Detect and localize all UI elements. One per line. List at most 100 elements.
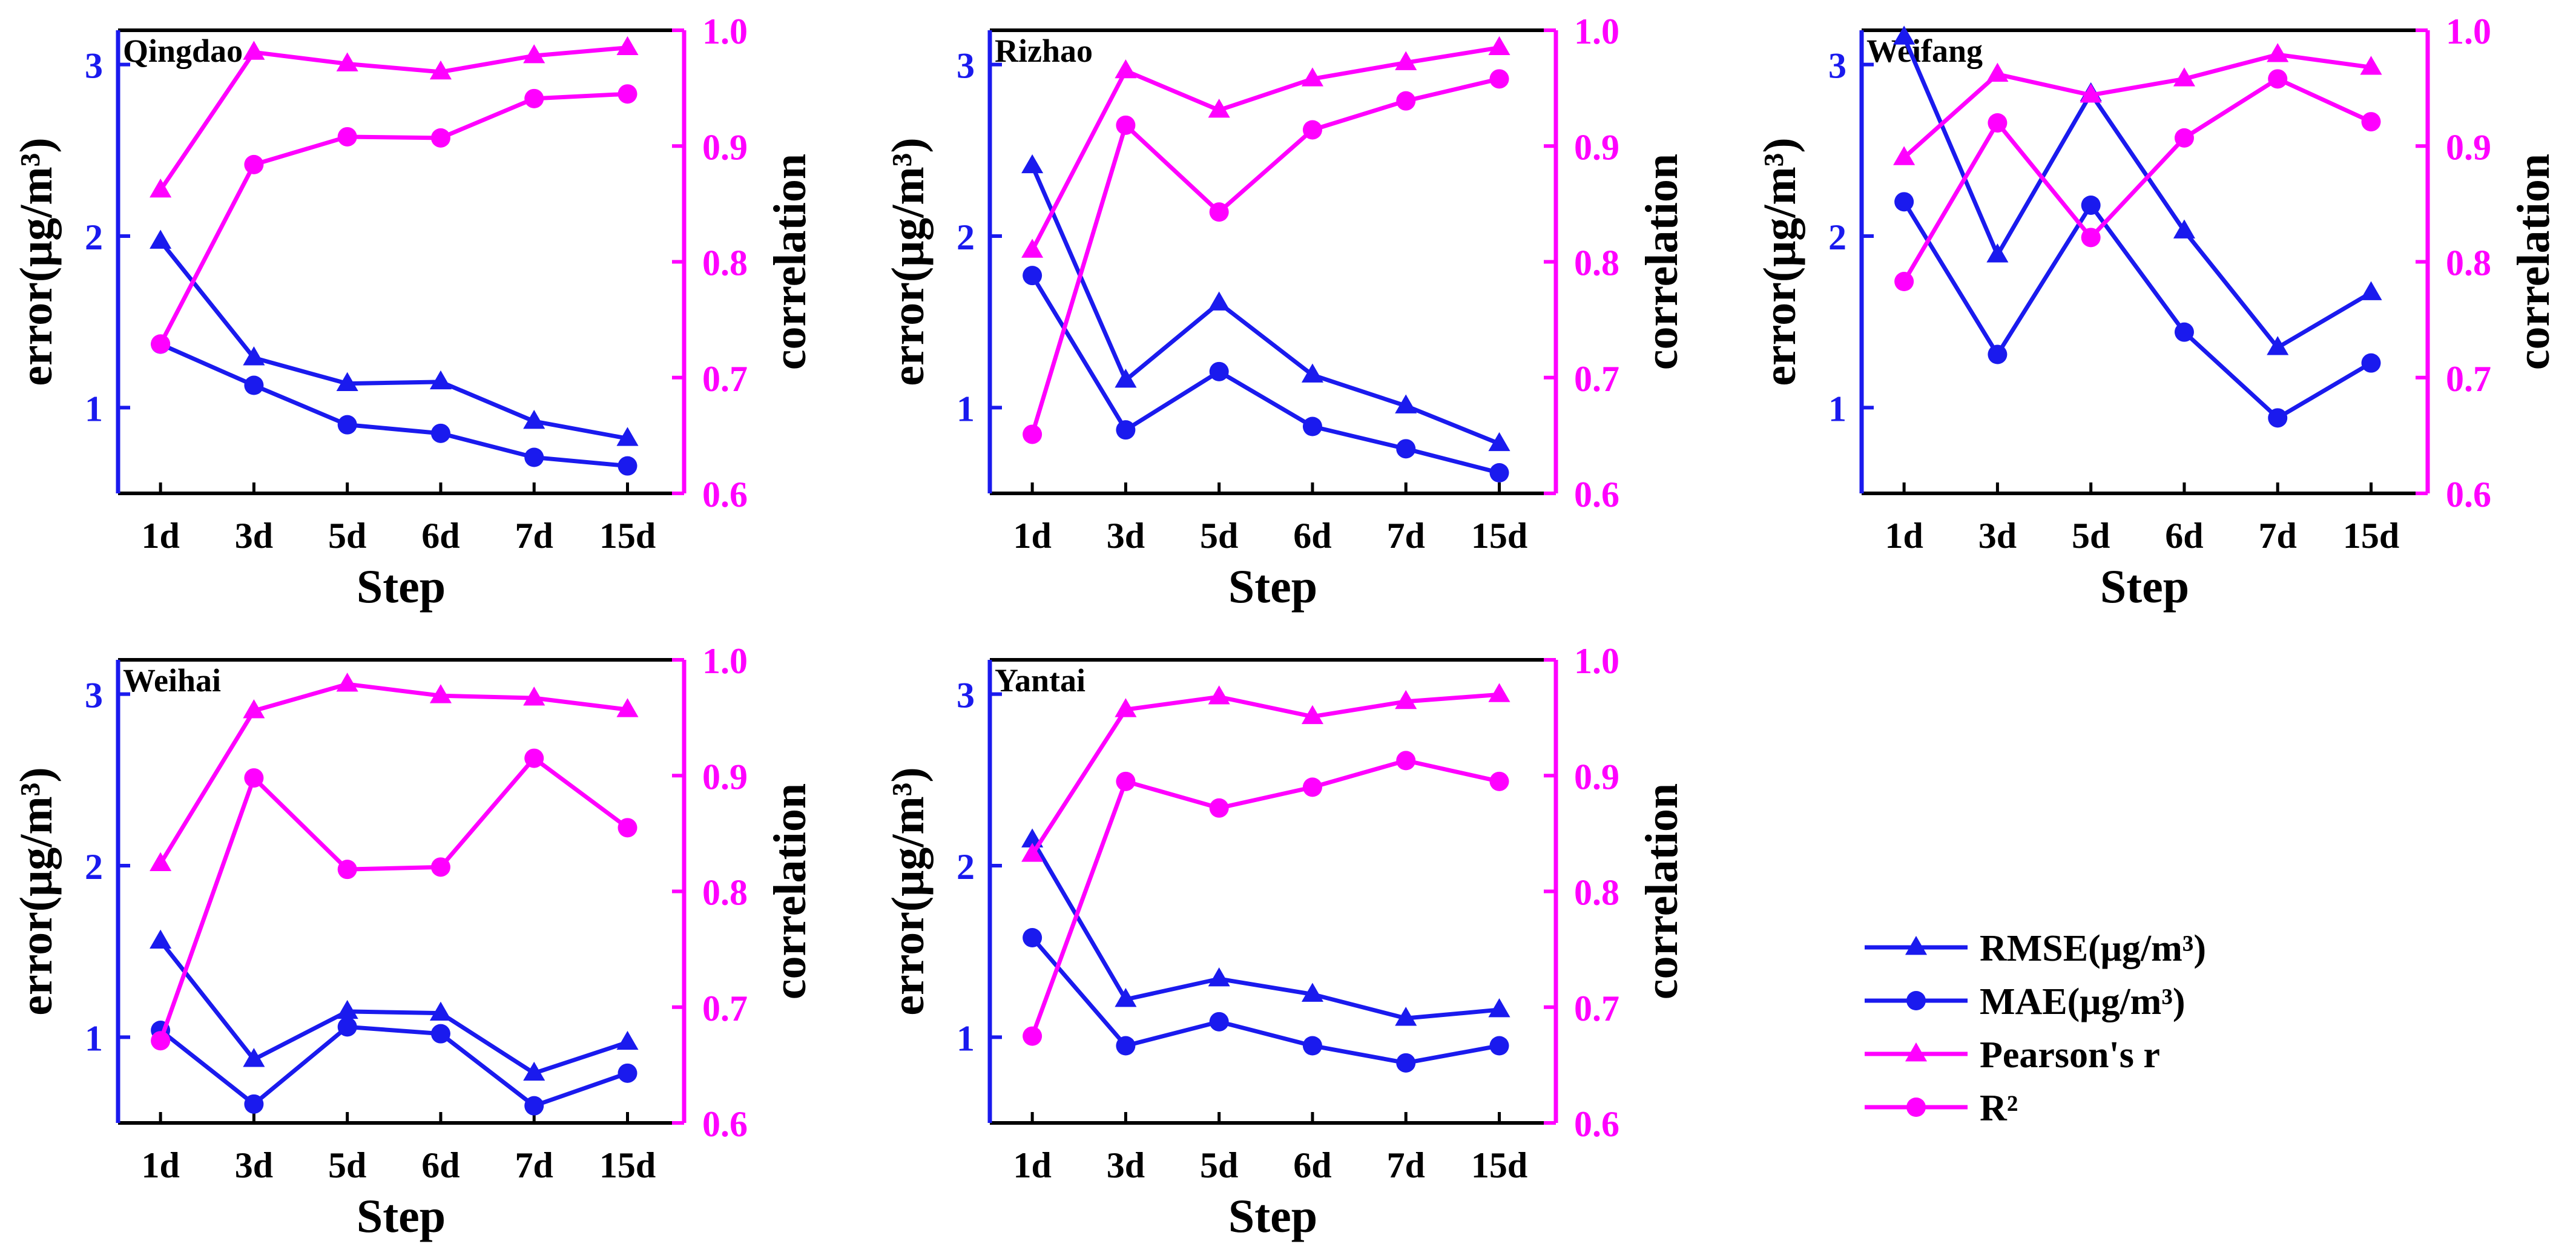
legend-marker: [1905, 936, 1928, 955]
panel-title: Qingdao: [123, 33, 243, 69]
series-line: [1030, 274, 1500, 475]
data-point: [337, 127, 357, 146]
y2-tick-label: 1.0: [702, 12, 748, 51]
y2-tick-label: 0.9: [702, 757, 748, 797]
x-tick-label: 6d: [2165, 516, 2203, 556]
legend-item: Pearson's r: [1865, 1035, 2160, 1076]
data-point: [1023, 424, 1043, 444]
y-axis-label: error(μg/m³): [11, 767, 62, 1015]
y-tick-label: 3: [1828, 46, 1846, 86]
data-point: [1301, 982, 1323, 1002]
data-point: [616, 698, 639, 717]
data-point: [336, 372, 358, 392]
x-tick-label: 5d: [328, 1145, 366, 1185]
y-tick-label: 1: [85, 389, 103, 429]
data-point: [151, 1031, 171, 1051]
data-point: [150, 929, 172, 949]
x-tick-label: 3d: [1978, 516, 2017, 556]
data-point: [2174, 128, 2194, 148]
data-point: [523, 686, 545, 706]
x-tick-label: 5d: [1200, 516, 1238, 556]
data-point: [1302, 120, 1322, 140]
series-line: [159, 45, 628, 191]
data-point: [1894, 192, 1914, 212]
data-point: [1209, 202, 1229, 222]
series-r-: [151, 748, 637, 1051]
series-mae-g-m-: [1023, 266, 1509, 482]
y-tick-label: 3: [957, 46, 975, 86]
series-mae-g-m-: [151, 334, 637, 476]
x-tick-label: 3d: [1107, 1145, 1145, 1185]
data-point: [1488, 36, 1510, 56]
data-point: [336, 999, 358, 1019]
data-point: [2081, 228, 2101, 248]
y-axis-label: error(μg/m³): [883, 137, 934, 386]
data-point: [150, 229, 172, 249]
series-line: [159, 682, 628, 865]
data-point: [429, 60, 452, 80]
data-point: [2360, 281, 2382, 300]
y2-axis-label: correlation: [2508, 154, 2559, 370]
y2-tick-label: 0.7: [2446, 359, 2491, 399]
x-tick-label: 3d: [235, 516, 273, 556]
series-line: [159, 91, 628, 345]
data-point: [1489, 463, 1509, 482]
panel-title: Rizhao: [995, 33, 1093, 69]
data-point: [2267, 336, 2289, 355]
y-axis-label: error(μg/m³): [1754, 137, 1805, 386]
data-point: [244, 768, 264, 788]
series-line: [1030, 936, 1500, 1065]
data-point: [1986, 243, 2009, 263]
y-tick-label: 1: [85, 1018, 103, 1058]
data-point: [524, 447, 544, 467]
series-line: [159, 342, 628, 469]
legend-item: MAE(μg/m³): [1865, 981, 2186, 1022]
x-axis-label: Step: [1228, 1190, 1317, 1242]
data-point: [150, 178, 172, 198]
data-point: [1488, 683, 1510, 702]
data-point: [1116, 420, 1136, 440]
data-point: [616, 1030, 639, 1050]
data-point: [1302, 1036, 1322, 1056]
y2-axis-label: correlation: [1636, 154, 1687, 370]
y-tick-label: 2: [1828, 217, 1846, 257]
data-point: [244, 154, 264, 174]
data-point: [523, 1061, 545, 1081]
series-pearson-s-r: [150, 673, 639, 871]
x-tick-label: 15d: [1471, 1145, 1527, 1185]
data-point: [1021, 154, 1044, 174]
y2-tick-label: 0.9: [1574, 127, 1619, 167]
x-axis-label: Step: [1228, 560, 1317, 613]
data-point: [1893, 146, 1916, 165]
y2-tick-label: 0.6: [702, 1104, 748, 1144]
y2-tick-label: 0.9: [702, 127, 748, 167]
data-point: [524, 748, 544, 768]
x-tick-label: 6d: [1293, 1145, 1331, 1185]
y2-tick-label: 0.6: [2446, 475, 2491, 515]
x-tick-label: 6d: [1293, 516, 1331, 556]
series-pearson-s-r: [150, 36, 639, 198]
y2-tick-label: 0.8: [1574, 243, 1619, 283]
y2-tick-label: 0.8: [702, 243, 748, 283]
data-point: [1396, 751, 1416, 771]
data-point: [430, 1024, 450, 1044]
data-point: [524, 1096, 544, 1116]
x-tick-label: 3d: [1107, 516, 1145, 556]
series-line: [159, 1024, 628, 1108]
series-line: [1030, 76, 1500, 435]
x-tick-label: 15d: [599, 1145, 656, 1185]
data-point: [151, 334, 171, 354]
y2-axis-label: correlation: [1636, 783, 1687, 999]
data-point: [1115, 988, 1137, 1007]
data-point: [1116, 771, 1136, 791]
data-point: [150, 852, 172, 871]
data-point: [523, 410, 545, 429]
data-point: [523, 44, 545, 64]
y2-tick-label: 0.7: [702, 989, 748, 1028]
series-pearson-s-r: [1021, 683, 1510, 862]
series-mae-g-m-: [1894, 192, 2381, 428]
data-point: [618, 1063, 637, 1083]
series-line: [1030, 758, 1500, 1037]
x-tick-label: 3d: [235, 1145, 273, 1185]
data-point: [524, 88, 544, 108]
